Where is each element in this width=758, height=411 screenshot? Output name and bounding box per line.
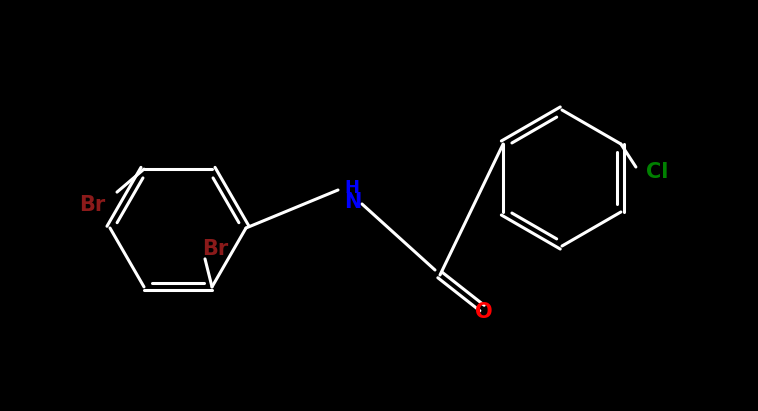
Text: H: H bbox=[344, 179, 359, 197]
Text: Br: Br bbox=[202, 239, 228, 259]
Text: O: O bbox=[475, 302, 493, 322]
Text: Cl: Cl bbox=[646, 162, 669, 182]
Text: N: N bbox=[344, 192, 362, 212]
Text: Br: Br bbox=[79, 195, 105, 215]
